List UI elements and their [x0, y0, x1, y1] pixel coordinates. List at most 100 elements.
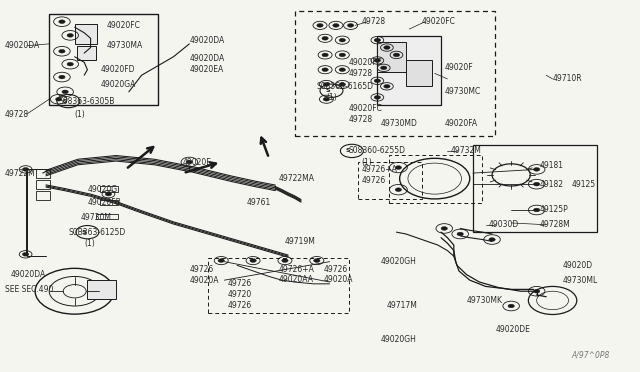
Circle shape — [508, 304, 515, 308]
Text: S: S — [62, 99, 67, 103]
Text: 49182: 49182 — [540, 180, 564, 189]
Text: 49728: 49728 — [349, 69, 372, 78]
Text: 49710R: 49710R — [552, 74, 582, 83]
Text: S08363-6165D: S08363-6165D — [317, 82, 374, 91]
Text: (1): (1) — [75, 109, 85, 119]
Circle shape — [22, 167, 29, 171]
Circle shape — [441, 227, 447, 230]
Text: 49726+A: 49726+A — [278, 264, 314, 273]
Circle shape — [374, 38, 381, 42]
Text: 49020AA: 49020AA — [278, 275, 314, 283]
Circle shape — [384, 46, 390, 49]
Text: 49722MA: 49722MA — [278, 174, 315, 183]
Text: 49020F: 49020F — [444, 63, 473, 72]
Text: 49726: 49726 — [228, 301, 252, 311]
Text: (1): (1) — [362, 157, 372, 167]
Text: 49020GA: 49020GA — [100, 80, 136, 89]
Text: 49020DE: 49020DE — [495, 326, 530, 334]
Bar — [36, 180, 51, 189]
Circle shape — [384, 84, 390, 88]
Circle shape — [59, 75, 65, 79]
Text: 49726+A: 49726+A — [362, 165, 397, 174]
Text: S08363-6305B: S08363-6305B — [59, 97, 115, 106]
Text: 49730ML: 49730ML — [562, 276, 597, 285]
Bar — [209, 258, 349, 313]
Bar — [473, 145, 597, 232]
Text: 49722M: 49722M — [4, 169, 35, 177]
Circle shape — [395, 188, 401, 192]
Text: (1): (1) — [84, 239, 95, 248]
Text: 49730MA: 49730MA — [106, 41, 143, 50]
Text: 49728: 49728 — [4, 109, 29, 119]
Circle shape — [250, 259, 256, 262]
Circle shape — [67, 62, 74, 66]
Text: 49761: 49761 — [246, 198, 271, 207]
Circle shape — [56, 97, 62, 101]
Text: 49181: 49181 — [540, 161, 564, 170]
Text: 49020EA: 49020EA — [189, 65, 223, 74]
Text: 49020FB: 49020FB — [88, 198, 121, 207]
Text: S08360-6255D: S08360-6255D — [349, 147, 406, 155]
Circle shape — [534, 167, 540, 171]
Text: 49730MD: 49730MD — [381, 119, 417, 128]
Text: 49020E: 49020E — [183, 157, 212, 167]
Circle shape — [186, 160, 193, 164]
Text: 49728: 49728 — [362, 17, 385, 26]
Circle shape — [67, 33, 74, 37]
Circle shape — [314, 259, 320, 262]
Bar — [36, 169, 51, 177]
Circle shape — [534, 208, 540, 212]
Text: 49020G: 49020G — [88, 185, 118, 194]
Text: 49020D: 49020D — [562, 261, 592, 270]
Circle shape — [374, 59, 381, 62]
Circle shape — [534, 289, 540, 293]
Text: 49020DA: 49020DA — [189, 36, 225, 45]
Bar — [36, 191, 51, 200]
Text: S: S — [346, 148, 350, 153]
Text: 49730M: 49730M — [81, 213, 112, 222]
Bar — [294, 11, 495, 136]
Bar — [378, 42, 406, 71]
Text: 49732M: 49732M — [451, 147, 481, 155]
Circle shape — [339, 83, 346, 86]
Circle shape — [59, 20, 65, 23]
Text: 49720: 49720 — [228, 291, 252, 299]
Circle shape — [322, 53, 328, 57]
Text: S0B363-6125D: S0B363-6125D — [68, 228, 125, 237]
Bar — [358, 162, 422, 199]
Text: 49020FA: 49020FA — [444, 119, 477, 128]
Circle shape — [333, 23, 339, 27]
Circle shape — [218, 259, 225, 262]
Circle shape — [62, 90, 68, 94]
Text: 49726: 49726 — [362, 176, 386, 185]
Text: 49726: 49726 — [228, 279, 252, 288]
Text: 49717M: 49717M — [387, 301, 418, 311]
Text: 49728M: 49728M — [540, 220, 571, 229]
Circle shape — [282, 259, 288, 262]
Bar — [49, 14, 157, 105]
Circle shape — [339, 68, 346, 71]
Text: 49020FD: 49020FD — [100, 65, 134, 74]
Text: 49125P: 49125P — [540, 205, 568, 215]
Bar — [389, 155, 483, 203]
Text: (1): (1) — [326, 93, 337, 102]
Text: 49730MC: 49730MC — [444, 87, 481, 96]
Text: 49020FC: 49020FC — [422, 17, 456, 26]
Bar — [88, 280, 116, 299]
Bar — [100, 186, 118, 192]
Circle shape — [317, 23, 323, 27]
Circle shape — [323, 83, 330, 86]
Text: 49719M: 49719M — [285, 237, 316, 246]
Text: S: S — [81, 230, 86, 235]
Text: 49020DA: 49020DA — [189, 54, 225, 63]
Bar — [378, 36, 441, 105]
Circle shape — [457, 232, 463, 236]
Text: 49020GH: 49020GH — [381, 257, 417, 266]
Circle shape — [374, 79, 381, 83]
Circle shape — [394, 53, 399, 57]
Text: 49020FC: 49020FC — [106, 21, 140, 30]
Bar — [96, 214, 118, 219]
Circle shape — [339, 38, 346, 42]
Bar — [100, 200, 118, 205]
Text: 49020GH: 49020GH — [381, 335, 417, 344]
